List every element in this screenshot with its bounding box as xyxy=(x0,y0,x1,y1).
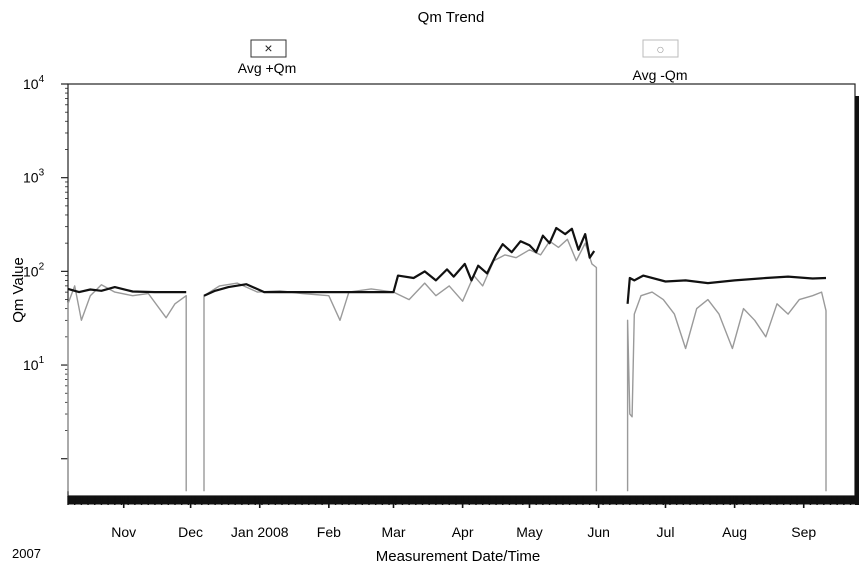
x-tick-label: Mar xyxy=(381,524,405,540)
legend-swatch-avg-pos xyxy=(250,39,287,58)
legend-label-avg-neg: Avg -Qm xyxy=(633,67,688,83)
y-axis-ticks: 101 102 103 104 xyxy=(23,74,68,460)
y-tick-label: 104 xyxy=(23,74,45,92)
x-axis-ticks: Nov Dec Jan 2008 Feb Mar Apr May Jun Jul Aug Sep xyxy=(67,496,852,540)
series-avg-neg-line xyxy=(67,284,187,492)
legend-label-avg-pos: Avg +Qm xyxy=(238,60,297,76)
x-axis-label: Measurement Date/Time xyxy=(376,548,541,565)
series-avg-pos-line xyxy=(67,286,187,294)
x-tick-label: May xyxy=(516,524,542,540)
series-avg-neg-line xyxy=(626,291,827,492)
legend-swatch-avg-neg xyxy=(642,39,679,58)
x-tick-label: Feb xyxy=(317,524,341,540)
y-tick-label: 103 xyxy=(23,168,45,186)
chart-title: Qm Trend xyxy=(418,9,485,26)
year-label: 2007 xyxy=(12,546,41,561)
y-axis-label: Qm Value xyxy=(10,257,27,323)
x-tick-label: Jul xyxy=(657,524,675,540)
x-tick-label: Aug xyxy=(722,524,747,540)
cross-marker-icon: × xyxy=(264,40,272,56)
x-tick-label: Apr xyxy=(452,524,474,540)
x-tick-label: Sep xyxy=(791,524,816,540)
series-avg-pos-line xyxy=(626,274,827,304)
series-avg-pos-line xyxy=(203,226,596,297)
series-layer xyxy=(67,226,827,492)
x-tick-label: Jan 2008 xyxy=(231,524,289,540)
y-tick-label: 102 xyxy=(23,261,45,279)
x-tick-label: Dec xyxy=(178,524,203,540)
y-tick-label: 101 xyxy=(23,355,45,373)
plot-frame xyxy=(67,83,856,497)
legend-item-avg-pos: × Avg +Qm xyxy=(238,39,297,76)
circle-marker-icon: ○ xyxy=(656,41,664,57)
legend: × Avg +Qm ○ Avg -Qm xyxy=(238,39,688,83)
x-tick-label: Jun xyxy=(587,524,610,540)
plot-area xyxy=(67,83,859,505)
x-tick-label: Nov xyxy=(111,524,136,540)
legend-item-avg-neg: ○ Avg -Qm xyxy=(633,39,688,83)
